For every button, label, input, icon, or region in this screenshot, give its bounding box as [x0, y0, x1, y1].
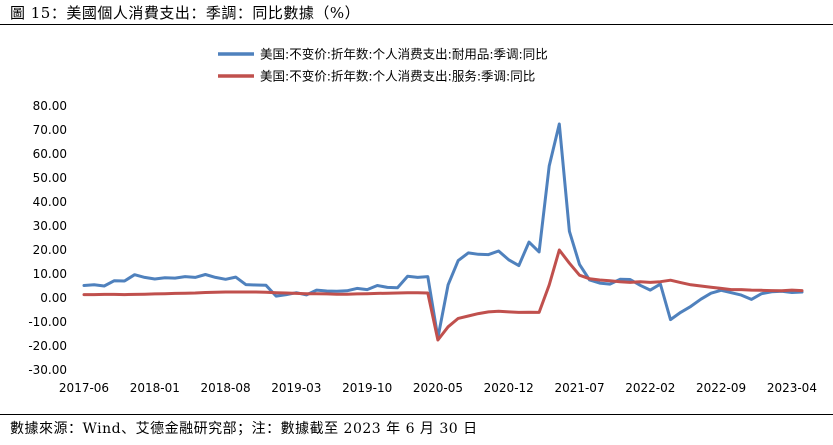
x-tick-label: 2021-07: [554, 381, 604, 395]
x-tick-label: 2022-09: [696, 381, 746, 395]
y-tick-label: 30.00: [33, 219, 67, 233]
x-axis: 2017-06 2018-01 2018-08 2019-03 2019-10 2020-…: [59, 381, 817, 395]
y-tick-label: 60.00: [33, 147, 67, 161]
y-tick-label: 40.00: [33, 195, 67, 209]
y-tick-label: 0.00: [40, 291, 67, 305]
y-tick-label: 50.00: [33, 171, 67, 185]
x-tick-label: 2018-08: [201, 381, 251, 395]
series-line-durables: [82, 122, 804, 340]
figure-caption: 圖 15：美國個人消費支出：季調：同比數據（%）: [10, 4, 361, 22]
x-tick-label: 2022-02: [625, 381, 675, 395]
y-tick-label: 10.00: [33, 267, 67, 281]
x-tick-label: 2019-03: [271, 381, 321, 395]
bottom-rule: [0, 414, 833, 415]
chart-legend: 美国:不变价:折年数:个人消费支出:耐用品:季调:同比美国:不变价:折年数:个人…: [218, 47, 548, 84]
legend-label: 美国:不变价:折年数:个人消费支出:服务:季调:同比: [260, 69, 535, 84]
source-note: 數據來源：Wind、艾德金融研究部；注：數據截至 2023 年 6 月 30 日: [10, 421, 478, 437]
x-tick-label: 2020-12: [484, 381, 534, 395]
y-tick-label: 20.00: [33, 243, 67, 257]
y-tick-label: -20.00: [28, 339, 67, 353]
x-tick-label: 2020-05: [413, 381, 463, 395]
series-layer: [82, 122, 804, 342]
top-rule: [0, 24, 833, 25]
y-tick-label: 70.00: [33, 123, 67, 137]
y-tick-label: -30.00: [28, 363, 67, 377]
x-tick-label: 2023-04: [767, 381, 817, 395]
y-axis: 80.00 70.00 60.00 50.00 40.00 30.00 20.00 10.00…: [28, 99, 67, 377]
x-tick-label: 2019-10: [342, 381, 392, 395]
x-tick-label: 2017-06: [59, 381, 109, 395]
y-tick-label: 80.00: [33, 99, 67, 113]
x-tick-label: 2018-01: [130, 381, 180, 395]
legend-label: 美国:不变价:折年数:个人消费支出:耐用品:季调:同比: [260, 47, 548, 62]
line-chart: 美国:不变价:折年数:个人消费支出:耐用品:季调:同比美国:不变价:折年数:个人…: [28, 47, 817, 396]
series-line-services: [82, 248, 804, 342]
y-tick-label: -10.00: [28, 315, 67, 329]
